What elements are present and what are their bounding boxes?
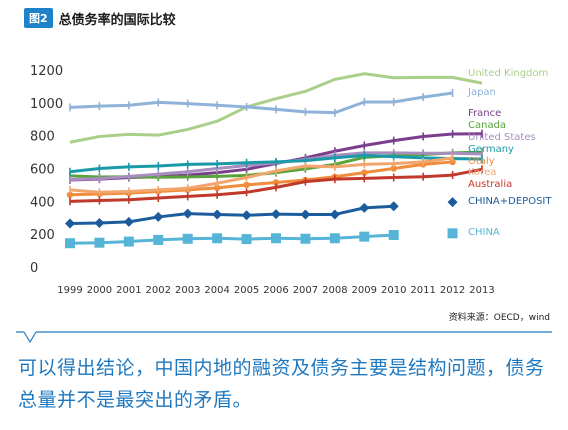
data-point-otaly xyxy=(213,184,221,192)
x-tick-label: 2003 xyxy=(175,285,200,296)
data-point-otaly xyxy=(272,179,280,186)
series-line-japan xyxy=(69,91,453,115)
data-point-china xyxy=(241,234,252,245)
x-tick-label: 2006 xyxy=(263,285,288,296)
data-point-china xyxy=(212,233,223,244)
x-tick-label: 2010 xyxy=(381,285,406,296)
x-tick-label: 2008 xyxy=(322,285,347,296)
x-tick-label: 2004 xyxy=(204,285,229,296)
legend-label-japan: Japan xyxy=(467,87,496,98)
y-tick-label: 400 xyxy=(30,195,55,210)
x-tick-label: 2000 xyxy=(87,285,112,296)
data-point-china xyxy=(329,233,340,244)
data-point-china-deposit xyxy=(300,209,311,220)
data-point-china xyxy=(359,231,370,242)
legend-label-germany: Germany xyxy=(468,144,514,155)
data-point-china-deposit xyxy=(388,201,399,212)
chart-header: 图2 总债务率的国际比较 xyxy=(24,8,176,28)
x-tick-label: 2012 xyxy=(440,285,465,296)
data-point-china-deposit xyxy=(94,218,105,229)
series-line-united-kingdom xyxy=(69,72,483,144)
x-tick-label: 2002 xyxy=(146,285,171,296)
x-tick-label: 2013 xyxy=(469,285,494,296)
data-point-china-deposit xyxy=(65,218,75,229)
x-tick-label: 2009 xyxy=(352,285,377,296)
data-point-otaly xyxy=(66,191,74,198)
data-point-china-deposit xyxy=(329,209,340,220)
data-point-china-deposit xyxy=(359,202,370,213)
chart-title: 总债务率的国际比较 xyxy=(58,12,176,28)
data-point-otaly xyxy=(449,158,456,166)
data-point-china xyxy=(65,238,75,249)
data-point-china xyxy=(94,237,105,248)
y-tick-label: 1000 xyxy=(30,97,63,112)
source-note: 资料来源：OECD，wind xyxy=(448,313,550,323)
x-tick-label: 2011 xyxy=(410,285,435,296)
conclusion-text: 可以得出结论，中国内地的融资及债务主要是结构问题，债务总量并不是最突出的矛盾。 xyxy=(18,357,545,411)
data-point-china xyxy=(271,233,281,244)
figure-badge: 图2 xyxy=(24,8,53,28)
data-point-otaly xyxy=(243,181,250,189)
data-point-china-deposit xyxy=(271,209,281,220)
y-tick-label: 0 xyxy=(30,261,38,276)
data-point-china-deposit xyxy=(123,216,134,227)
data-point-china xyxy=(123,236,134,247)
data-point-china xyxy=(182,233,193,244)
legend-label-korea: Korea xyxy=(468,167,496,178)
legend-label-australia: Australia xyxy=(468,179,512,190)
legend-label-china: CHINA xyxy=(468,227,500,238)
legend-label-otaly: Otaly xyxy=(468,156,495,167)
legend-label-united-states: United States xyxy=(468,132,536,143)
legend-label-france: France xyxy=(468,108,501,119)
series-line-otaly xyxy=(69,160,453,197)
series-line-korea xyxy=(69,156,453,194)
legend-label-united-kingdom: United Kingdom xyxy=(468,68,548,79)
divider-line xyxy=(16,331,552,344)
data-point-china xyxy=(300,233,311,244)
data-point-otaly xyxy=(390,165,397,172)
line-chart: 0 200 400 600 800 1000 1200 1999 2000 2001 2002 200… xyxy=(30,64,552,296)
data-point-otaly xyxy=(361,169,368,176)
x-tick-label: 2001 xyxy=(116,285,141,296)
series-line-china xyxy=(69,233,394,245)
data-point-china xyxy=(447,228,458,239)
y-tick-label: 200 xyxy=(30,228,55,243)
data-point-china xyxy=(153,234,164,245)
data-point-china-deposit xyxy=(241,210,252,221)
x-tick-label: 1999 xyxy=(57,285,82,296)
data-point-china-deposit xyxy=(182,208,193,219)
y-tick-label: 1200 xyxy=(30,64,63,79)
legend-label-china-deposit: CHINA+DEPOSIT xyxy=(468,196,552,207)
x-tick-label: 2007 xyxy=(293,285,318,296)
data-point-china-deposit xyxy=(447,197,458,208)
series-line-china-deposit xyxy=(69,204,394,225)
legend-label-canada: Canada xyxy=(468,120,506,131)
data-point-china xyxy=(388,229,399,240)
y-tick-label: 800 xyxy=(30,130,55,145)
data-point-china-deposit xyxy=(212,209,223,220)
y-tick-label: 600 xyxy=(30,163,55,178)
x-tick-label: 2005 xyxy=(234,285,259,296)
data-point-china-deposit xyxy=(153,211,164,222)
